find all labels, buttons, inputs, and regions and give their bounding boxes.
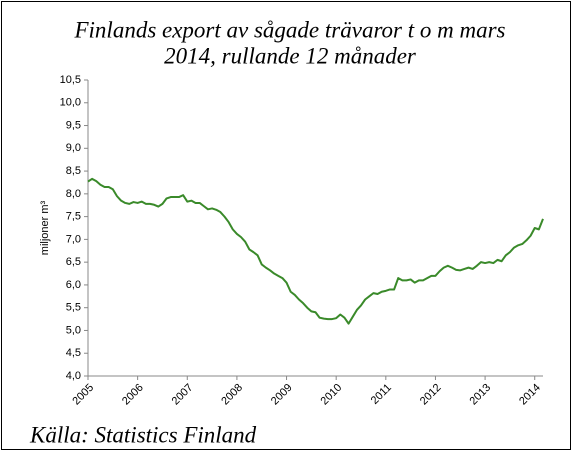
y-tick-label: 6,5 <box>66 256 81 268</box>
x-tick-label: 2013 <box>467 382 493 408</box>
x-tick-label: 2007 <box>170 382 196 408</box>
x-tick-label: 2014 <box>517 382 543 408</box>
chart-title: Finlands export av sågade trävaror t o m… <box>73 17 505 42</box>
y-tick-label: 7,5 <box>66 211 81 223</box>
y-tick-label: 5,0 <box>66 324 81 336</box>
y-tick-label: 4,5 <box>66 347 81 359</box>
y-tick-label: 9,5 <box>66 119 81 131</box>
x-tick-label: 2010 <box>319 382 345 408</box>
y-tick-label: 7,0 <box>66 233 81 245</box>
y-tick-label: 4,0 <box>66 370 81 382</box>
chart-title: 2014, rullande 12 månader <box>164 43 417 68</box>
x-tick-label: 2009 <box>269 382 295 408</box>
x-tick-label: 2011 <box>369 382 394 407</box>
data-line <box>87 177 544 325</box>
y-tick-label: 10,0 <box>60 97 81 109</box>
x-tick-label: 2008 <box>219 382 245 408</box>
y-tick-label: 8,0 <box>66 188 81 200</box>
y-tick-label: 10,5 <box>60 74 81 86</box>
y-axis-label: miljoner m³ <box>39 200 51 255</box>
y-tick-label: 9,0 <box>66 142 81 154</box>
y-tick-label: 5,5 <box>66 302 81 314</box>
y-tick-label: 8,5 <box>66 165 81 177</box>
source: Källa: Statistics Finland <box>29 422 257 447</box>
x-tick-label: 2005 <box>70 382 96 408</box>
x-tick-label: 2006 <box>120 382 146 408</box>
y-tick-label: 6,0 <box>66 279 81 291</box>
x-tick-label: 2012 <box>418 382 444 408</box>
